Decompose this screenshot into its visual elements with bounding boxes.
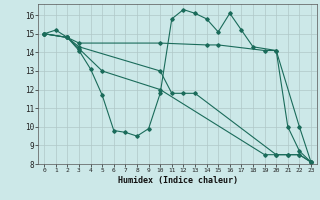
X-axis label: Humidex (Indice chaleur): Humidex (Indice chaleur) [118, 176, 238, 185]
